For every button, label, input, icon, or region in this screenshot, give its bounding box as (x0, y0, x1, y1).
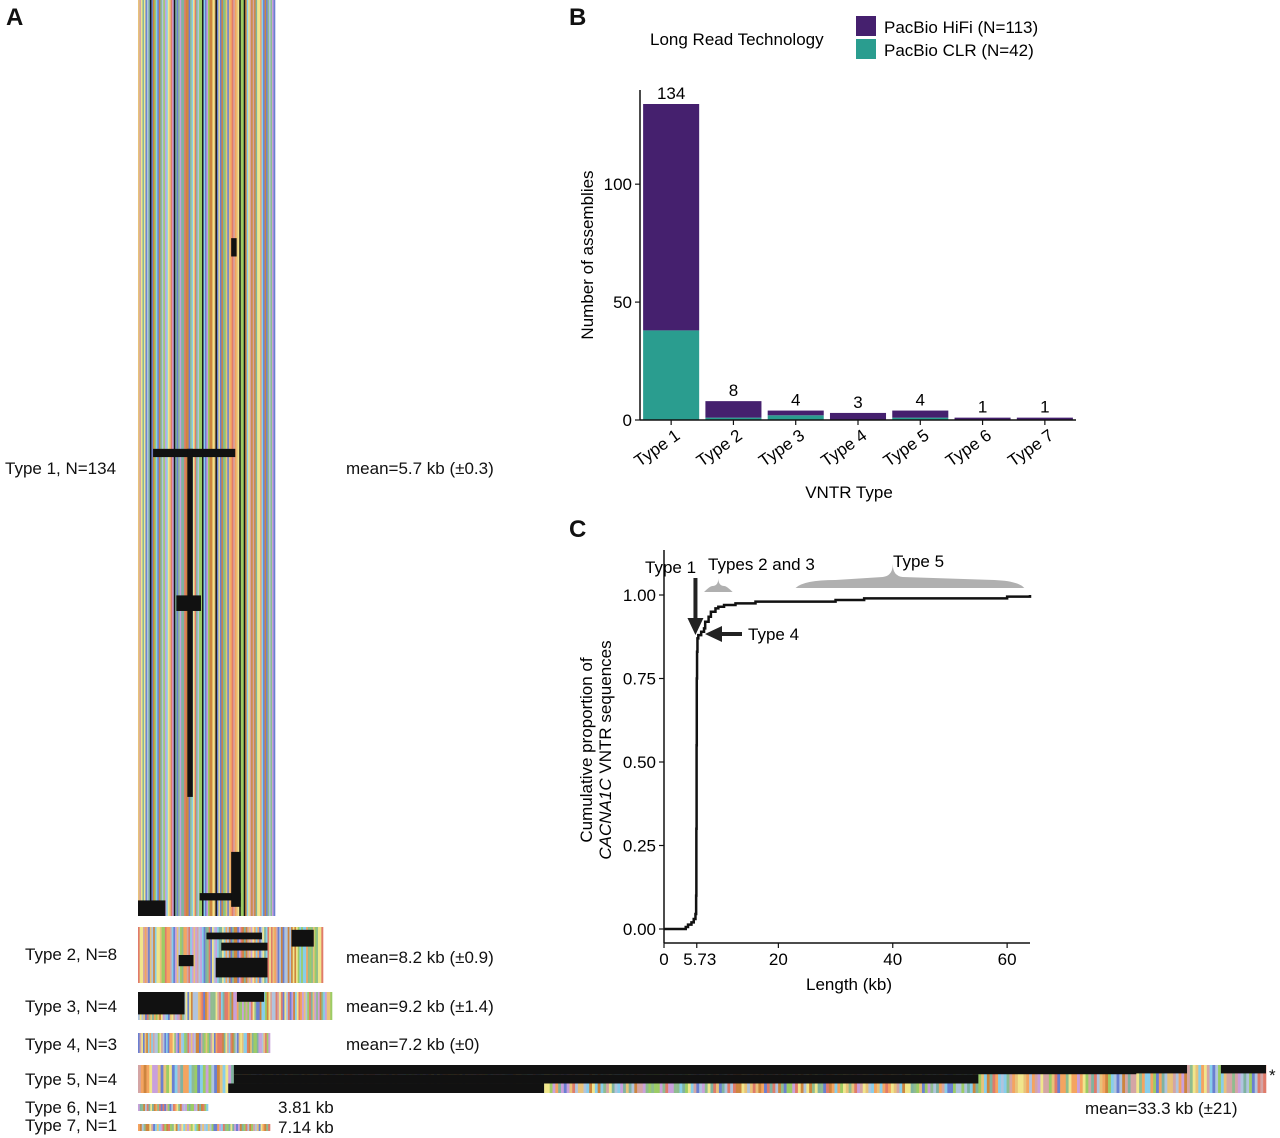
type7-label: Type 7, N=1 (25, 1116, 118, 1135)
bar-total-5: 4 (916, 391, 925, 410)
type2-block (138, 927, 324, 983)
panel-letter-c: C (569, 516, 587, 543)
panel-letter-a: A (6, 4, 24, 31)
x-tick-label-c-1: 5.73 (683, 950, 716, 969)
y-axis-gene-name: CACNA1C (596, 778, 615, 860)
y-axis-title: Number of assemblies (578, 170, 597, 339)
type5-label: Type 5, N=4 (25, 1070, 118, 1089)
type5-summary: mean=33.3 kb (±21) (1085, 1099, 1238, 1118)
panel-c-cumulative-chart: 0.00 0.25 0.50 0.75 1.00 0 5.73 20 40 60 Type 1 T… (577, 550, 1032, 994)
type4-label: Type 4, N=3 (25, 1035, 118, 1054)
y-axis-title-c-line1: Cumulative proportion of (577, 657, 596, 842)
x-tick-label-5: Type 5 (880, 426, 933, 471)
x-tick-label-6: Type 6 (942, 426, 995, 471)
type4-summary: mean=7.2 kb (±0) (346, 1035, 480, 1054)
type6-label: Type 6, N=1 (25, 1098, 118, 1117)
y-tick-label-c-4: 1.00 (623, 586, 656, 605)
annotation-type1: Type 1 (645, 558, 696, 577)
annotation-types-2-3: Types 2 and 3 (708, 555, 815, 574)
legend-entry-clr: PacBio CLR (N=42) (884, 41, 1034, 60)
type5-block (138, 1065, 1267, 1093)
type2-label: Type 2, N=8 (25, 945, 118, 964)
panel-b-bar-chart: Long Read Technology PacBio HiFi (N=113)… (578, 16, 1076, 502)
cumulative-curve (664, 595, 1032, 931)
type5-marker: * (1269, 1066, 1276, 1085)
bar-hifi-7 (1016, 417, 1073, 420)
type3-block (138, 992, 333, 1020)
bar-clr-1 (643, 330, 700, 420)
legend-swatch-clr (856, 39, 876, 59)
x-tick-label-c-4: 60 (998, 950, 1017, 969)
annotation-type5: Type 5 (893, 552, 944, 571)
x-tick-label-c-0: 0 (659, 950, 668, 969)
type1-label: Type 1, N=134 (5, 459, 117, 478)
y-tick-label-50: 50 (613, 293, 632, 312)
legend-entry-hifi: PacBio HiFi (N=113) (884, 18, 1038, 37)
legend-title: Long Read Technology (650, 30, 824, 49)
type6-block (138, 1104, 209, 1111)
type2-summary: mean=8.2 kb (±0.9) (346, 948, 494, 967)
type1-block (138, 0, 276, 916)
x-tick-label-c-3: 40 (883, 950, 902, 969)
x-axis-title: VNTR Type (805, 483, 893, 502)
violin-type5 (795, 564, 1025, 588)
y-tick-label-c-3: 0.75 (623, 670, 656, 689)
annotation-type4: Type 4 (748, 625, 799, 644)
bar-total-7: 1 (1040, 398, 1049, 417)
type7-block (138, 1124, 271, 1131)
legend-swatch-hifi (856, 16, 876, 36)
type7-summary: 7.14 kb (278, 1118, 334, 1137)
type6-summary: 3.81 kb (278, 1098, 334, 1117)
x-tick-label-2: Type 2 (693, 426, 746, 471)
bar-hifi-1 (643, 104, 700, 331)
y-tick-label-100: 100 (604, 175, 632, 194)
y-tick-label-c-0: 0.00 (623, 920, 656, 939)
bar-hifi-6 (954, 417, 1011, 420)
bar-clr-3 (767, 415, 824, 420)
type1-summary: mean=5.7 kb (±0.3) (346, 459, 494, 478)
x-axis-title-c: Length (kb) (806, 975, 892, 994)
y-axis-title-rest: VNTR sequences (596, 640, 615, 778)
x-tick-label-7: Type 7 (1004, 426, 1057, 471)
type3-label: Type 3, N=4 (25, 997, 118, 1016)
y-tick-label-c-1: 0.25 (623, 837, 656, 856)
violin-types-2-3 (704, 578, 733, 592)
x-tick-label-c-2: 20 (769, 950, 788, 969)
bar-hifi-4 (829, 412, 887, 420)
bar-total-2: 8 (729, 381, 738, 400)
x-tick-label-3: Type 3 (755, 426, 808, 471)
y-tick-label-c-2: 0.50 (623, 753, 656, 772)
x-tick-label-1: Type 1 (631, 426, 684, 471)
bar-clr-2 (705, 417, 762, 420)
arrow-type1-head (687, 618, 704, 635)
bar-total-6: 1 (978, 398, 987, 417)
x-tick-label-4: Type 4 (818, 426, 871, 471)
type4-block (138, 1033, 271, 1053)
y-axis-title-c-line2: CACNA1C VNTR sequences (596, 640, 615, 859)
panel-letter-b: B (569, 4, 587, 31)
bar-total-3: 4 (791, 391, 800, 410)
bar-clr-5 (892, 417, 949, 420)
bar-hifi-5 (892, 410, 949, 418)
bar-hifi-2 (705, 401, 762, 418)
bar-hifi-3 (767, 410, 824, 416)
arrow-type4-head (705, 626, 722, 642)
y-tick-label-0: 0 (623, 411, 632, 430)
type3-summary: mean=9.2 kb (±1.4) (346, 997, 494, 1016)
bar-total-1: 134 (657, 84, 685, 103)
bar-total-4: 3 (853, 393, 862, 412)
